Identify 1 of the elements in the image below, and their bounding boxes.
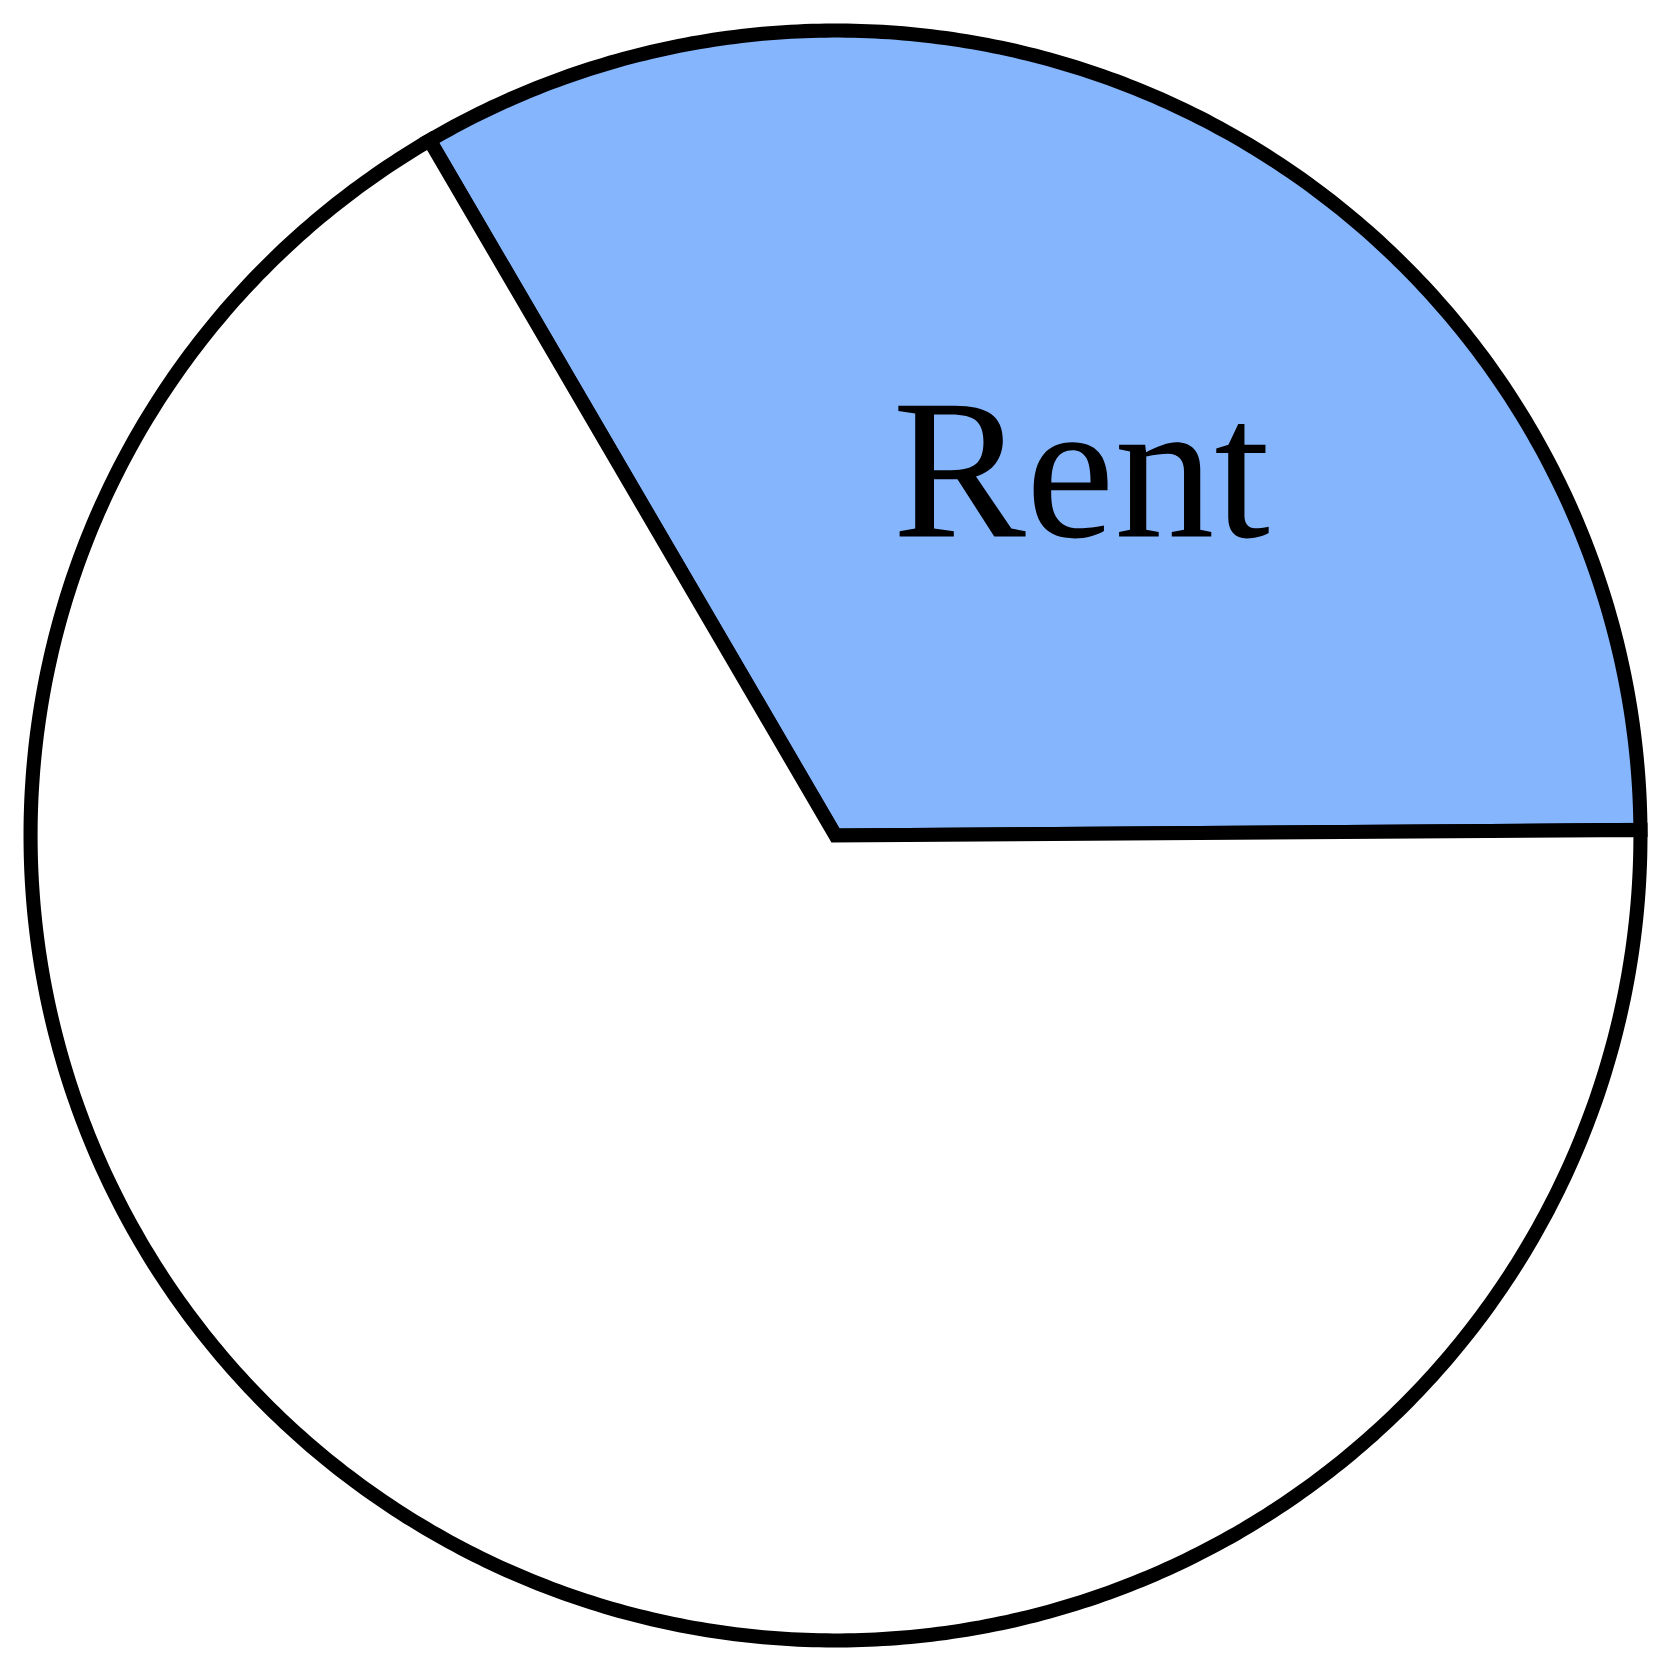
slice-label: Rent	[898, 405, 1269, 539]
